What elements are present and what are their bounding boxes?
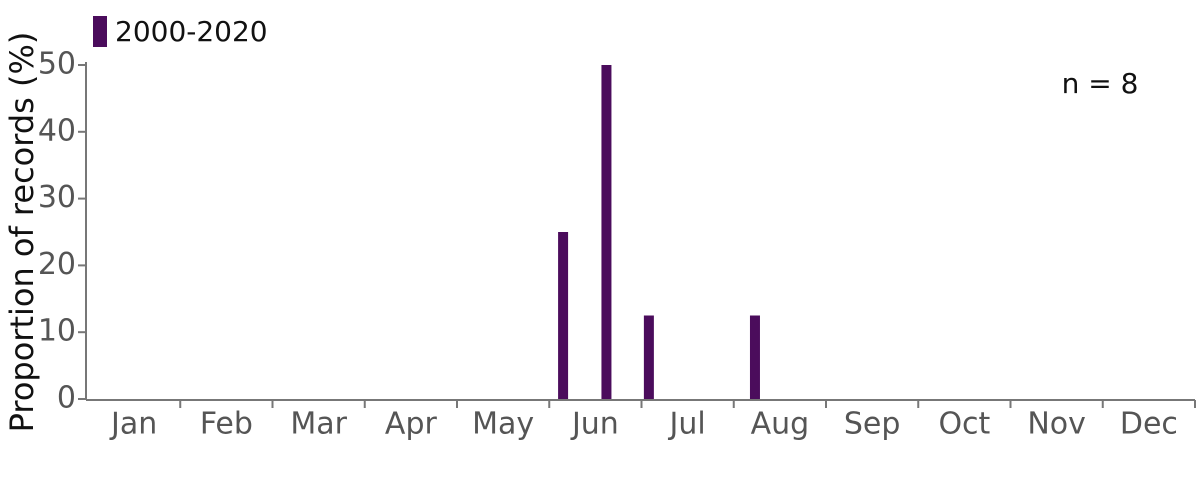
y-tick-label: 0 — [57, 381, 76, 416]
x-tick-label: Aug — [751, 407, 810, 442]
y-tick-label: 20 — [38, 247, 76, 282]
bar — [601, 65, 612, 399]
x-tick-label: Dec — [1120, 407, 1178, 442]
x-tick-label: Apr — [385, 407, 438, 442]
x-tick-label: May — [472, 407, 534, 442]
legend-label: 2000-2020 — [115, 15, 268, 48]
bar — [749, 315, 760, 399]
y-axis-label: Proportion of records (%) — [3, 32, 41, 433]
y-tick-label: 50 — [38, 47, 76, 82]
x-tick-label: Mar — [290, 407, 347, 442]
y-tick-label: 10 — [38, 314, 76, 349]
legend-swatch — [93, 16, 107, 47]
annotation: n = 8 — [1062, 67, 1139, 100]
x-tick-label: Oct — [938, 407, 990, 442]
x-tick-label: Jan — [109, 407, 157, 442]
x-tick-label: Nov — [1027, 407, 1086, 442]
y-tick-label: 30 — [38, 180, 76, 215]
x-tick-label: Jul — [668, 407, 706, 442]
bar — [558, 232, 569, 399]
y-tick-label: 40 — [38, 113, 76, 148]
x-tick-label: Jun — [570, 407, 619, 442]
x-tick-label: Sep — [844, 407, 901, 442]
x-tick-label: Feb — [200, 407, 253, 442]
bar — [643, 315, 654, 399]
